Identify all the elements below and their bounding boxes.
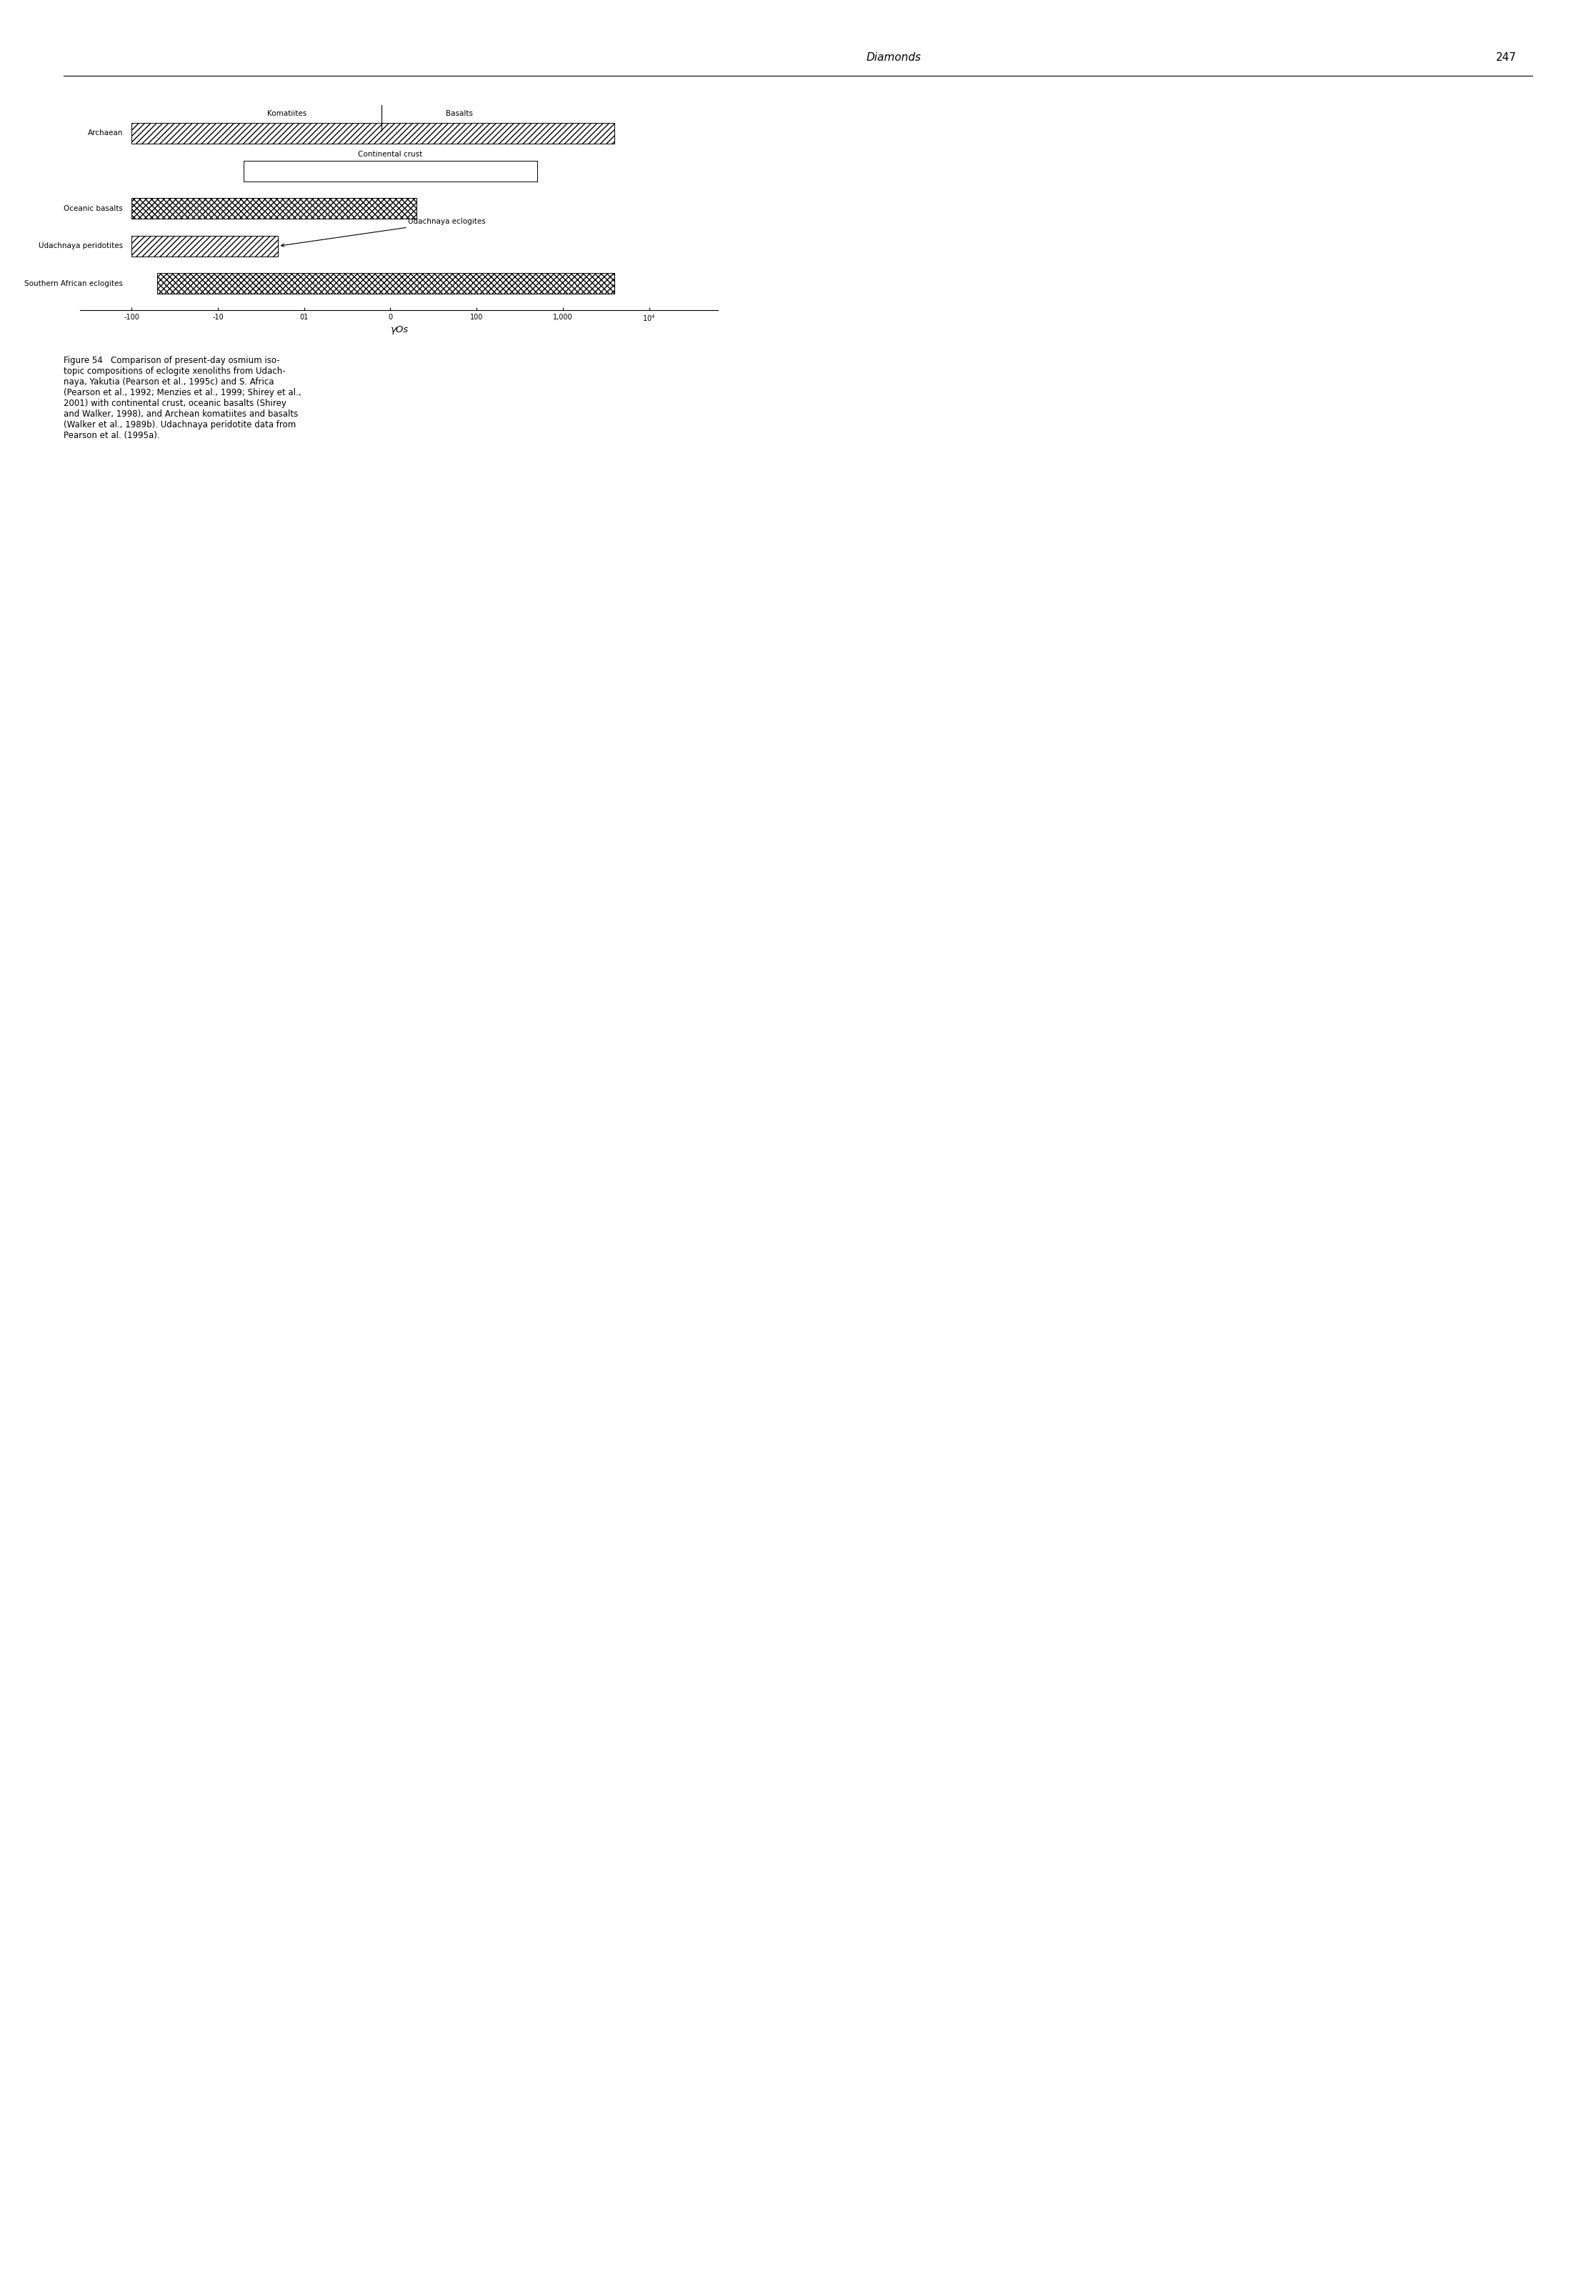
Text: Oceanic basalts: Oceanic basalts [64,204,123,211]
Text: Basalts: Basalts [445,110,472,117]
Text: Udachnaya eclogites: Udachnaya eclogites [281,218,485,246]
X-axis label: γOs: γOs [389,326,409,335]
Text: Udachnaya peridotites: Udachnaya peridotites [38,243,123,250]
Text: Archaean: Archaean [88,129,123,138]
Bar [131,197,417,218]
Text: Diamonds: Diamonds [867,53,921,62]
Text: Southern African eclogites: Southern African eclogites [24,280,123,287]
Bar [158,273,614,294]
Text: Komatiites: Komatiites [267,110,306,117]
Text: Figure 54   Comparison of present-day osmium iso-
topic compositions of eclogite: Figure 54 Comparison of present-day osmi… [64,356,302,441]
Bar [244,161,536,181]
Text: 247: 247 [1495,53,1516,62]
Text: Continental crust: Continental crust [358,152,423,158]
Bar [131,124,614,145]
Bar [131,236,278,257]
